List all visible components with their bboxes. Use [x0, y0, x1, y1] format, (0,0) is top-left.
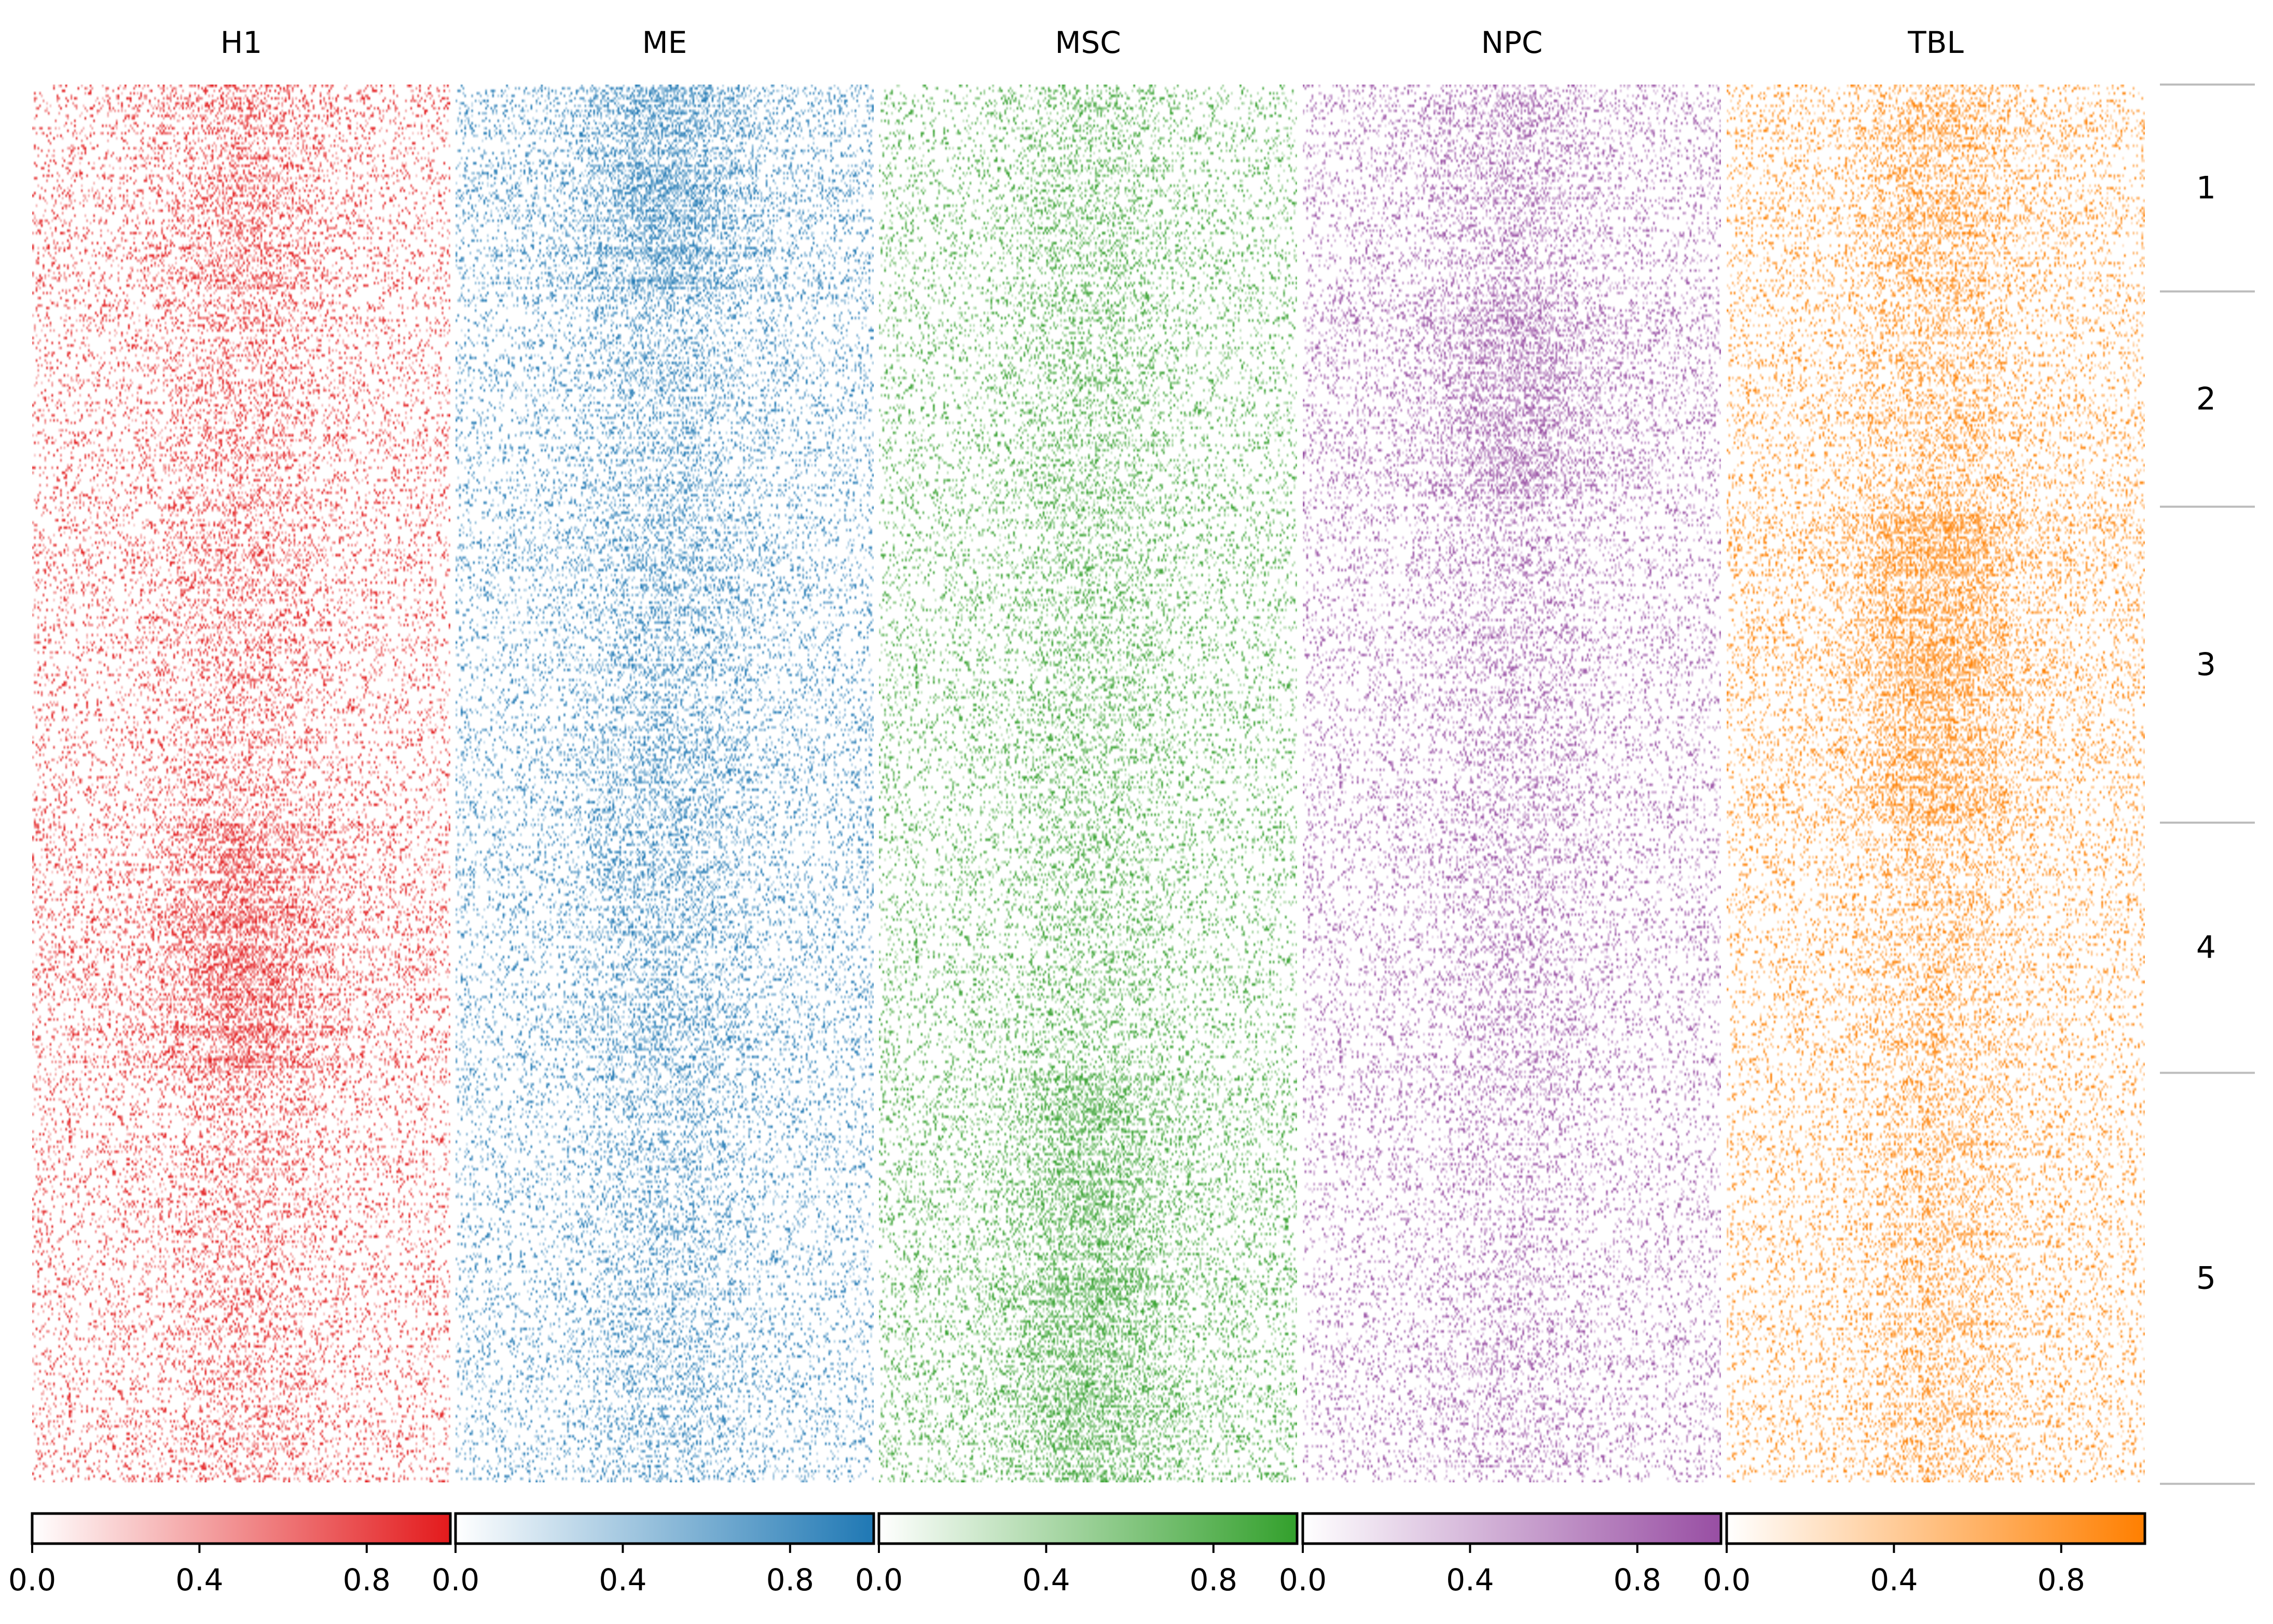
- colorbar-npc: [1301, 1512, 1723, 1545]
- cluster-label: 5: [2196, 1260, 2216, 1297]
- colorbar-tick-label: 0.0: [8, 1562, 56, 1598]
- colorbar-tick-label: 0.4: [1870, 1562, 1918, 1598]
- panel-title: NPC: [1481, 25, 1543, 60]
- colorbar-tick-label: 0.8: [766, 1562, 814, 1598]
- heatmap-panel-npc: [1303, 85, 1721, 1482]
- cluster-label: 3: [2196, 646, 2216, 683]
- colorbar-tick-label: 0.4: [599, 1562, 646, 1598]
- colorbar-tick-label: 0.4: [1446, 1562, 1494, 1598]
- colorbar-tick-label: 0.4: [1022, 1562, 1070, 1598]
- colorbar-tick-label: 0.8: [1614, 1562, 1661, 1598]
- cluster-label: 4: [2196, 929, 2216, 966]
- heatmap-panels: H1 ME MSC NPC TBL: [32, 25, 2145, 1482]
- heatmap-panel-h1: [32, 85, 450, 1482]
- cluster-axis: 1 2 3 4 5: [2160, 84, 2255, 1485]
- heatmap-panel-tbl: [1727, 85, 2145, 1482]
- cluster-label: 2: [2196, 381, 2216, 417]
- colorbar-tick-label: 0.0: [1279, 1562, 1327, 1598]
- colorbar-tick-label: 0.0: [855, 1562, 903, 1598]
- colorbar-tick-label: 0.8: [1190, 1562, 1237, 1598]
- colorbar-tick-label: 0.0: [1703, 1562, 1751, 1598]
- panel-title: MSC: [1055, 25, 1121, 60]
- panel-title: ME: [642, 25, 687, 60]
- panel-title: TBL: [1907, 25, 1964, 60]
- colorbar-h1: [31, 1512, 452, 1545]
- colorbar-tick-label: 0.4: [175, 1562, 223, 1598]
- cluster-label: 1: [2196, 170, 2216, 206]
- panel-title: H1: [221, 25, 263, 60]
- colorbar-tbl: [1725, 1512, 2146, 1545]
- colorbar-msc: [877, 1512, 1299, 1545]
- colorbar-me: [454, 1512, 875, 1545]
- heatmap-panel-me: [456, 85, 874, 1482]
- colorbar-tick-label: 0.0: [432, 1562, 479, 1598]
- colorbar-tick-label: 0.8: [2037, 1562, 2085, 1598]
- heatmap-panel-msc: [879, 85, 1297, 1482]
- colorbars: 0.0 0.4 0.8 0.0 0.4 0.8 0.0 0.4 0.8 0.0 0.4 0.8 0.0 0…: [8, 1512, 2146, 1598]
- colorbar-tick-label: 0.8: [343, 1562, 391, 1598]
